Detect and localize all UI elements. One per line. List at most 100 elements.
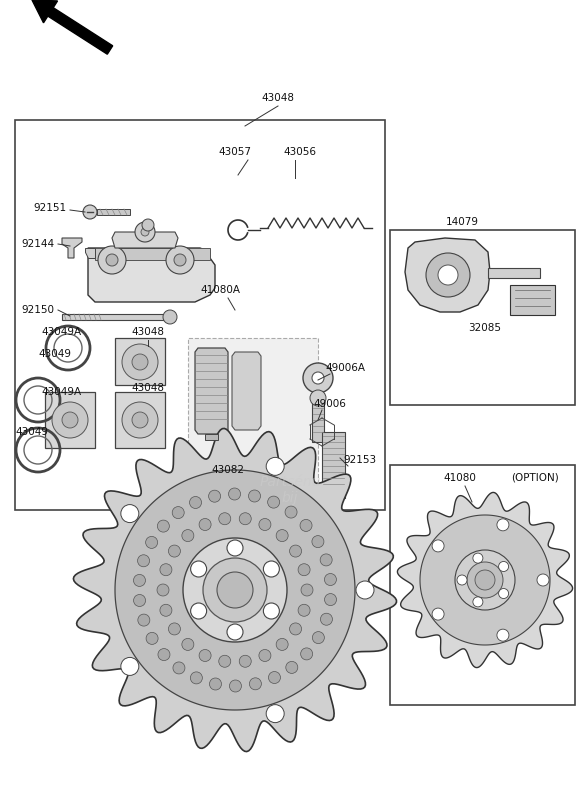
Polygon shape [488, 268, 540, 278]
Circle shape [497, 519, 509, 531]
Polygon shape [85, 248, 95, 258]
Circle shape [142, 219, 154, 231]
Circle shape [83, 205, 97, 219]
Polygon shape [115, 470, 355, 710]
Circle shape [438, 265, 458, 285]
Circle shape [320, 554, 332, 566]
Circle shape [190, 497, 201, 509]
Circle shape [301, 648, 312, 660]
Bar [390, 230, 575, 405]
Circle shape [168, 623, 180, 635]
Polygon shape [405, 238, 490, 312]
Polygon shape [312, 398, 324, 442]
Circle shape [276, 638, 288, 650]
Circle shape [312, 372, 324, 384]
Text: 32085: 32085 [468, 323, 502, 333]
Text: 43048: 43048 [262, 93, 294, 103]
Polygon shape [195, 348, 228, 434]
Polygon shape [322, 432, 345, 498]
Polygon shape [115, 392, 165, 448]
Circle shape [199, 518, 211, 530]
Circle shape [321, 614, 332, 626]
Circle shape [166, 246, 194, 274]
Circle shape [160, 564, 172, 576]
Circle shape [121, 505, 139, 522]
Polygon shape [232, 352, 261, 430]
Polygon shape [62, 314, 170, 320]
Circle shape [190, 603, 207, 619]
Circle shape [227, 624, 243, 640]
Circle shape [325, 574, 336, 586]
Circle shape [134, 574, 145, 586]
Circle shape [190, 672, 203, 684]
Circle shape [249, 490, 260, 502]
Text: 43082: 43082 [211, 465, 245, 475]
Polygon shape [112, 232, 178, 248]
Circle shape [210, 678, 221, 690]
Circle shape [473, 553, 483, 563]
Text: 43049: 43049 [39, 349, 71, 359]
Text: 43049A: 43049A [42, 327, 82, 337]
Circle shape [239, 513, 251, 525]
Circle shape [312, 536, 324, 548]
Circle shape [230, 680, 241, 692]
Circle shape [228, 488, 241, 500]
Circle shape [457, 575, 467, 585]
Circle shape [157, 584, 169, 596]
Text: 14079: 14079 [446, 217, 478, 227]
Circle shape [163, 310, 177, 324]
Circle shape [300, 519, 312, 531]
Circle shape [266, 458, 284, 475]
Circle shape [475, 570, 495, 590]
Circle shape [141, 228, 149, 236]
Text: Partsénu
bij: Partsénu bij [259, 475, 321, 505]
Circle shape [203, 558, 267, 622]
Text: 41080: 41080 [444, 473, 477, 483]
Bar [390, 465, 575, 705]
Text: 43057: 43057 [218, 147, 252, 157]
Circle shape [303, 363, 333, 393]
Circle shape [172, 506, 184, 518]
Circle shape [298, 564, 310, 576]
Circle shape [290, 623, 301, 635]
Circle shape [182, 638, 194, 650]
Circle shape [208, 490, 221, 502]
Circle shape [259, 650, 271, 662]
Circle shape [157, 520, 169, 532]
Circle shape [138, 614, 150, 626]
Circle shape [132, 354, 148, 370]
Polygon shape [62, 238, 82, 258]
Circle shape [298, 604, 310, 616]
Text: 92153: 92153 [343, 455, 377, 465]
Text: 92151: 92151 [33, 203, 67, 213]
Polygon shape [397, 493, 572, 667]
Circle shape [267, 496, 280, 508]
Circle shape [301, 584, 313, 596]
Circle shape [199, 650, 211, 662]
Bar [95, 248, 210, 260]
Circle shape [310, 390, 326, 406]
Circle shape [263, 603, 279, 619]
Text: 41080A: 41080A [200, 285, 240, 295]
Circle shape [219, 655, 231, 667]
Polygon shape [420, 515, 550, 645]
Circle shape [132, 412, 148, 428]
Circle shape [122, 344, 158, 380]
Circle shape [499, 589, 509, 598]
Circle shape [473, 597, 483, 607]
Polygon shape [88, 248, 215, 302]
Text: 43049A: 43049A [42, 387, 82, 397]
Circle shape [217, 572, 253, 608]
Circle shape [497, 629, 509, 641]
Polygon shape [205, 434, 218, 440]
Text: 92144: 92144 [22, 239, 54, 249]
Circle shape [135, 222, 155, 242]
Bar [15, 120, 385, 510]
Circle shape [290, 545, 301, 557]
Circle shape [219, 513, 231, 525]
Text: 43048: 43048 [131, 383, 165, 393]
FancyArrow shape [32, 0, 113, 54]
Text: 49006A: 49006A [325, 363, 365, 373]
Circle shape [426, 253, 470, 297]
Circle shape [134, 594, 145, 606]
